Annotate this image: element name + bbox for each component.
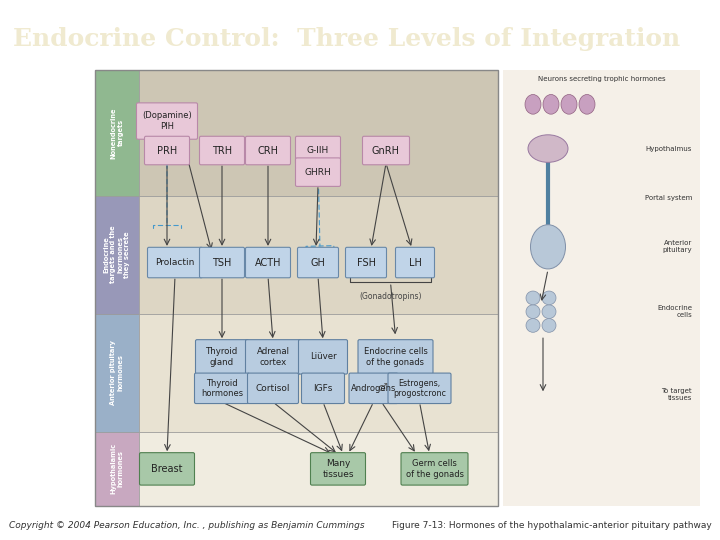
FancyBboxPatch shape [140, 453, 194, 485]
FancyBboxPatch shape [246, 136, 290, 165]
FancyBboxPatch shape [395, 247, 434, 278]
FancyBboxPatch shape [299, 340, 348, 374]
Text: PRH: PRH [157, 146, 177, 156]
Text: Anterior pituitary
hormones: Anterior pituitary hormones [110, 340, 124, 405]
Text: ♂: ♂ [377, 383, 387, 393]
Bar [139, 195, 498, 314]
Bar [139, 431, 498, 506]
FancyBboxPatch shape [346, 247, 387, 278]
Text: Many
tissues: Many tissues [323, 459, 354, 478]
Circle shape [542, 291, 556, 305]
Text: Estrogens,
progostcronc: Estrogens, progostcronc [393, 379, 446, 398]
FancyBboxPatch shape [248, 373, 299, 403]
Text: FSH: FSH [356, 258, 376, 267]
Bar [139, 70, 498, 195]
Ellipse shape [543, 94, 559, 114]
FancyBboxPatch shape [302, 373, 344, 403]
FancyBboxPatch shape [246, 247, 290, 278]
Circle shape [526, 291, 540, 305]
Text: ACTH: ACTH [255, 258, 282, 267]
Text: GHRH: GHRH [305, 167, 331, 177]
Text: CRH: CRH [258, 146, 279, 156]
Bar [139, 314, 498, 431]
Text: Endocrine
cells: Endocrine cells [657, 305, 692, 318]
Text: GnRH: GnRH [372, 146, 400, 156]
FancyBboxPatch shape [194, 373, 250, 403]
FancyBboxPatch shape [310, 453, 366, 485]
Circle shape [542, 319, 556, 332]
Text: Cortisol: Cortisol [256, 384, 290, 393]
Text: Endocrine
targets and the
hormones
they secrete: Endocrine targets and the hormones they … [104, 226, 130, 284]
Circle shape [542, 305, 556, 319]
Text: Liüver: Liüver [310, 353, 336, 361]
Text: Androgens: Androgens [351, 384, 396, 393]
FancyBboxPatch shape [199, 247, 245, 278]
FancyBboxPatch shape [246, 340, 300, 374]
Ellipse shape [561, 94, 577, 114]
Ellipse shape [528, 135, 568, 163]
Text: (Gonadotropins): (Gonadotropins) [359, 293, 422, 301]
FancyBboxPatch shape [145, 136, 189, 165]
Text: TSH: TSH [212, 258, 232, 267]
FancyBboxPatch shape [295, 158, 341, 186]
Text: Copyright © 2004 Pearson Education, Inc. , publishing as Benjamin Cummings: Copyright © 2004 Pearson Education, Inc.… [9, 521, 364, 530]
Bar [95, 70, 139, 195]
Text: Figure 7-13: Hormones of the hypothalamic-anterior pituitary pathway: Figure 7-13: Hormones of the hypothalami… [392, 521, 711, 530]
FancyBboxPatch shape [401, 453, 468, 485]
FancyBboxPatch shape [148, 247, 202, 278]
Text: (Dopamine)
PIH: (Dopamine) PIH [142, 111, 192, 131]
Text: Hypothalamic
hormones: Hypothalamic hormones [110, 443, 124, 495]
FancyBboxPatch shape [349, 373, 398, 403]
Text: IGFs: IGFs [313, 384, 333, 393]
Text: LH: LH [408, 258, 421, 267]
Bar [95, 70, 498, 506]
Text: Prolactin: Prolactin [156, 258, 194, 267]
Text: Adrenal
cortex: Adrenal cortex [256, 347, 289, 367]
Text: Anterior
pituitary: Anterior pituitary [662, 240, 692, 253]
FancyBboxPatch shape [388, 373, 451, 403]
Text: Germ cells
of the gonads: Germ cells of the gonads [405, 459, 464, 478]
Text: Thyroid
gland: Thyroid gland [206, 347, 238, 367]
Bar [95, 431, 139, 506]
Text: Nonendocrine
targets: Nonendocrine targets [110, 107, 124, 159]
Text: Portal system: Portal system [644, 195, 692, 201]
Text: Thyroid
hormones: Thyroid hormones [201, 379, 243, 398]
Text: TRH: TRH [212, 146, 232, 156]
Circle shape [526, 319, 540, 332]
Ellipse shape [579, 94, 595, 114]
Ellipse shape [525, 94, 541, 114]
FancyBboxPatch shape [295, 136, 341, 165]
FancyBboxPatch shape [196, 340, 248, 374]
Circle shape [526, 305, 540, 319]
FancyBboxPatch shape [137, 103, 197, 139]
Bar [95, 314, 139, 431]
FancyBboxPatch shape [199, 136, 245, 165]
Text: To target
tissues: To target tissues [662, 388, 692, 401]
Text: Neurons secreting trophic hormones: Neurons secreting trophic hormones [538, 76, 665, 82]
Text: Endocrine Control:  Three Levels of Integration: Endocrine Control: Three Levels of Integ… [13, 26, 680, 51]
FancyBboxPatch shape [297, 247, 338, 278]
Text: Endocrine cells
of the gonads: Endocrine cells of the gonads [364, 347, 428, 367]
FancyBboxPatch shape [362, 136, 410, 165]
Text: Hypothalmus: Hypothalmus [646, 146, 692, 152]
Text: Breast: Breast [151, 464, 183, 474]
Text: GH: GH [310, 258, 325, 267]
Bar [95, 195, 139, 314]
Text: G-IIH: G-IIH [307, 146, 329, 155]
FancyBboxPatch shape [358, 340, 433, 374]
Bar [503, 70, 700, 506]
Ellipse shape [531, 225, 565, 269]
